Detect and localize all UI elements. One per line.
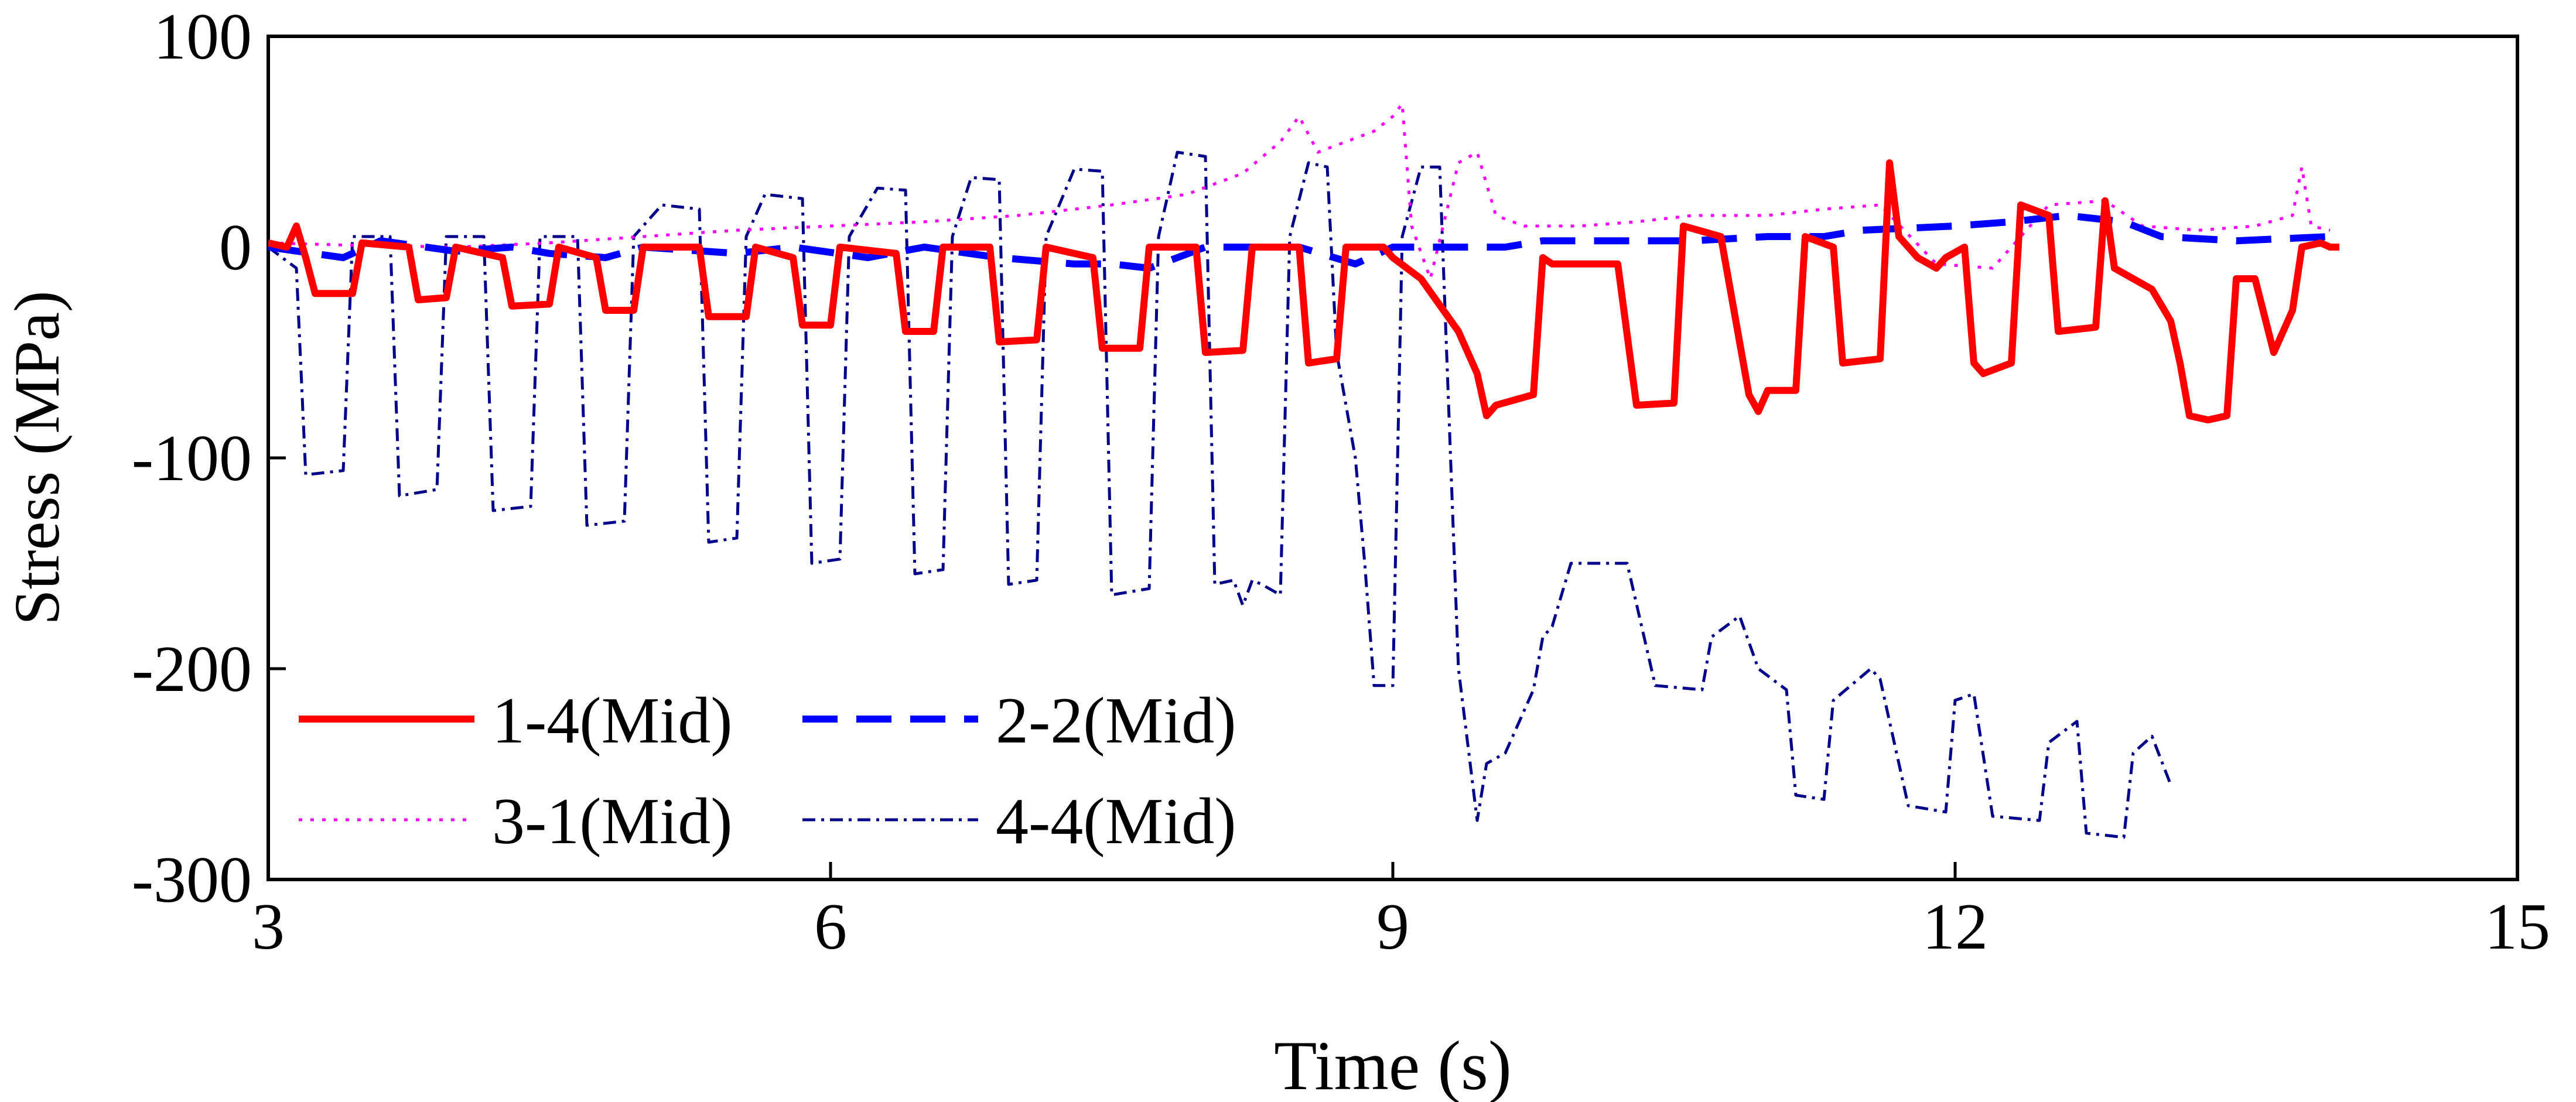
x-tick-label: 15 <box>2485 891 2550 963</box>
x-tick-label: 9 <box>1376 891 1409 963</box>
y-tick-label: 0 <box>219 211 252 284</box>
legend-label: 4-4(Mid) <box>996 785 1236 858</box>
legend-item: 2-2(Mid) <box>802 685 1236 757</box>
legend-item: 4-4(Mid) <box>802 785 1236 858</box>
legend-item: 1-4(Mid) <box>299 685 733 757</box>
y-tick-label: -200 <box>132 633 252 706</box>
legend: 1-4(Mid) 2-2(Mid) 3-1(Mid) 4-4(Mid) <box>299 685 1236 858</box>
legend-label: 2-2(Mid) <box>996 685 1236 757</box>
y-axis-label: Stress (MPa) <box>1 290 73 625</box>
x-tick-label: 3 <box>252 891 285 963</box>
x-axis-label: Time (s) <box>1274 1026 1512 1102</box>
y-tick-label: -300 <box>132 844 252 916</box>
legend-item: 3-1(Mid) <box>299 785 733 858</box>
y-tick-label: -100 <box>132 422 252 495</box>
legend-label: 3-1(Mid) <box>492 785 733 858</box>
x-tick-label: 12 <box>1922 891 1988 963</box>
series-layer <box>268 102 2339 839</box>
x-tick-label: 6 <box>814 891 847 963</box>
y-tick-label: 100 <box>153 1 252 73</box>
axis-tick-labels: 3 6 9 12 15 -300 -200 -100 0 100 <box>132 1 2550 963</box>
legend-label: 1-4(Mid) <box>492 685 733 757</box>
series-line-1-4(Mid) <box>268 159 2339 424</box>
